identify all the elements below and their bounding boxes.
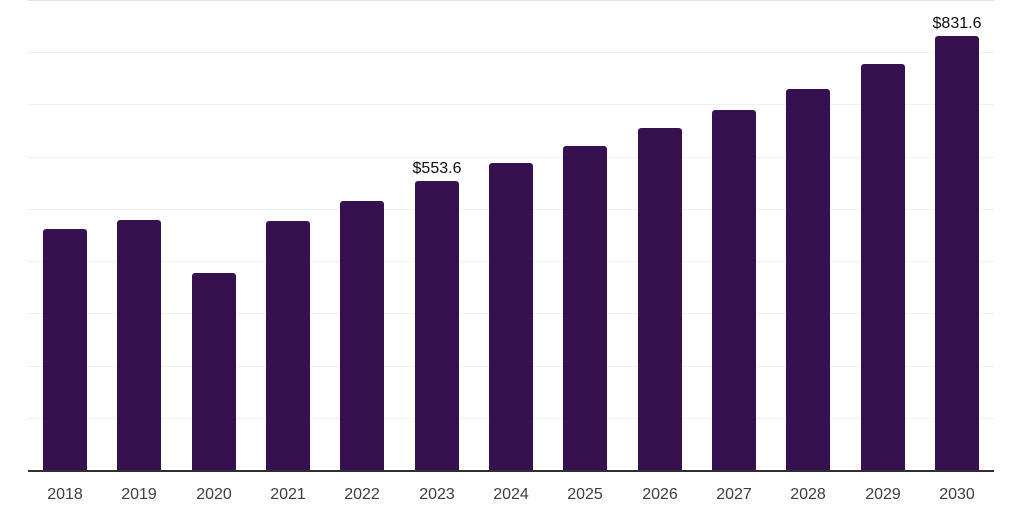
bar-2025 bbox=[563, 146, 607, 470]
gridline bbox=[28, 157, 994, 158]
x-tick-2028: 2028 bbox=[790, 486, 826, 503]
x-tick-2022: 2022 bbox=[344, 486, 380, 503]
x-tick-2027: 2027 bbox=[716, 486, 752, 503]
x-tick-2020: 2020 bbox=[196, 486, 232, 503]
value-label-2030: $831.6 bbox=[932, 15, 982, 32]
bar-2023 bbox=[415, 181, 459, 470]
x-tick-2023: 2023 bbox=[419, 486, 455, 503]
bar-2020 bbox=[192, 273, 236, 470]
x-tick-2026: 2026 bbox=[642, 486, 678, 503]
gridline bbox=[28, 52, 994, 53]
bar-2026 bbox=[638, 128, 682, 470]
bar-2024 bbox=[489, 163, 533, 470]
x-tick-2019: 2019 bbox=[121, 486, 157, 503]
gridline bbox=[28, 104, 994, 105]
x-tick-2018: 2018 bbox=[47, 486, 83, 503]
bar-2027 bbox=[712, 110, 756, 470]
value-label-2023: $553.6 bbox=[412, 160, 462, 177]
bar-2029 bbox=[861, 64, 905, 470]
bar-2028 bbox=[786, 89, 830, 470]
x-tick-2024: 2024 bbox=[493, 486, 529, 503]
x-tick-2029: 2029 bbox=[865, 486, 901, 503]
bar-2022 bbox=[340, 201, 384, 470]
x-axis-line bbox=[28, 470, 994, 472]
x-tick-2025: 2025 bbox=[567, 486, 603, 503]
plot-top-border bbox=[28, 0, 994, 1]
x-tick-2021: 2021 bbox=[270, 486, 306, 503]
bar-2019 bbox=[117, 220, 161, 470]
x-tick-2030: 2030 bbox=[939, 486, 975, 503]
bar-2018 bbox=[43, 229, 87, 470]
bar-2030 bbox=[935, 36, 979, 470]
bar-2021 bbox=[266, 221, 310, 470]
